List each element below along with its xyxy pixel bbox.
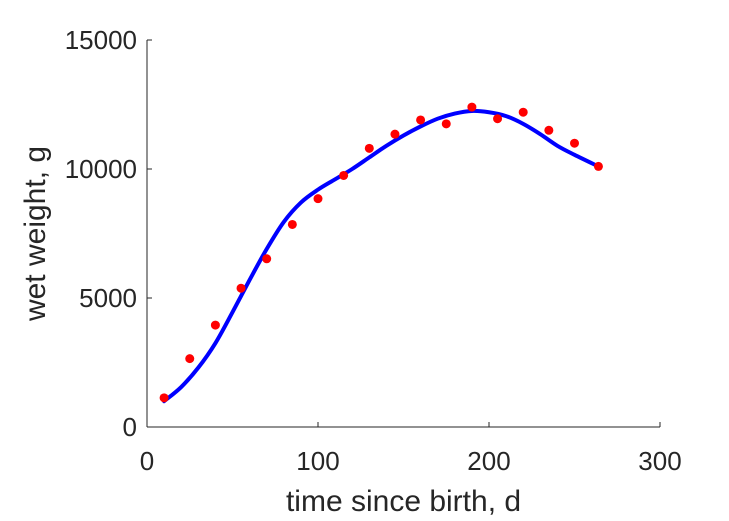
y-axis-label: wet weight, g (19, 146, 52, 322)
data-points-group (159, 102, 603, 403)
y-tick-label: 10000 (65, 154, 137, 184)
data-point (185, 354, 195, 364)
x-tick-label: 0 (140, 446, 154, 476)
data-point (236, 283, 246, 293)
axes (146, 40, 660, 428)
data-point (364, 143, 374, 153)
data-point (339, 170, 349, 180)
data-point (262, 254, 272, 264)
y-tick-label: 15000 (65, 25, 137, 55)
y-tick-label: 5000 (79, 283, 137, 313)
x-tick-label: 200 (467, 446, 510, 476)
x-tick-label: 300 (638, 446, 681, 476)
data-point (441, 119, 451, 129)
fitted-curve-group (162, 108, 601, 404)
data-point (467, 102, 477, 112)
x-axis-ticks: 0 100 200 300 (140, 422, 682, 476)
data-point (518, 107, 528, 117)
y-tick-label: 0 (123, 412, 137, 442)
data-point (544, 125, 554, 135)
data-point (416, 115, 426, 125)
data-point (159, 393, 169, 403)
x-axis-label: time since birth, d (286, 485, 521, 518)
data-point (390, 129, 400, 139)
y-axis-ticks: 0 5000 10000 15000 (65, 25, 152, 442)
data-point (210, 320, 220, 330)
data-point (287, 219, 297, 229)
fitted-curve (162, 108, 601, 404)
data-point (570, 138, 579, 148)
data-point (493, 114, 503, 124)
x-tick-label: 100 (296, 446, 339, 476)
data-point (593, 161, 603, 171)
data-point (313, 194, 323, 204)
